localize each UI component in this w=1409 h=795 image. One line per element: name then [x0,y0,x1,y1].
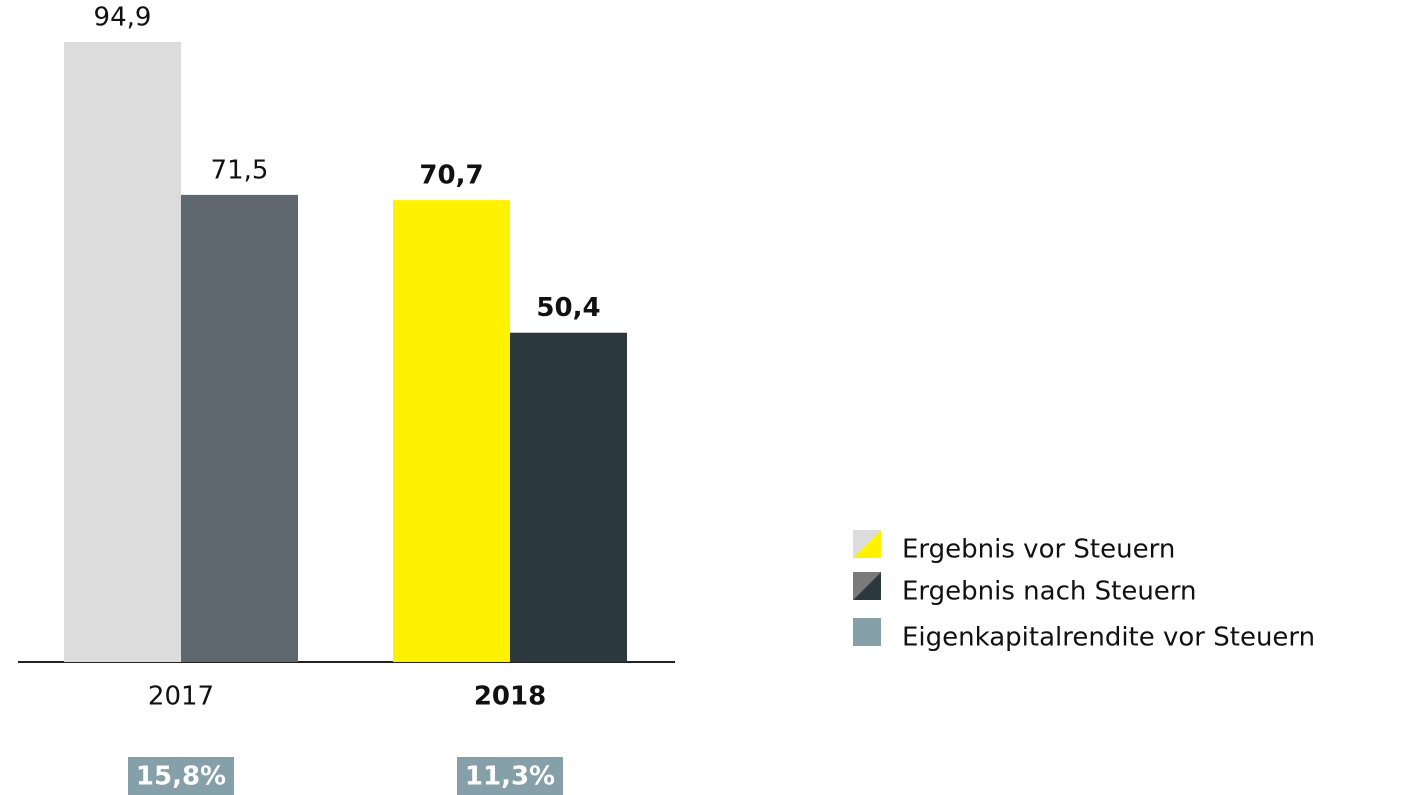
value-label: 50,4 [536,293,600,323]
legend-swatch [853,572,881,600]
legend-label: Eigenkapitalrendite vor Steuern [902,623,1315,653]
legend-swatch [853,530,881,558]
x-tick-label: 2018 [474,682,546,712]
legend-label: Ergebnis vor Steuern [902,535,1175,565]
kpi-label: 11,3% [465,762,555,792]
kpi-label: 15,8% [136,762,226,792]
bar [393,200,510,662]
bar [64,42,181,662]
value-label: 71,5 [211,155,269,185]
bar [510,332,627,662]
x-tick-label: 2017 [148,682,214,712]
value-label: 94,9 [94,3,152,33]
kpi-box [128,757,234,795]
kpi-box [457,757,563,795]
legend-swatch [853,618,881,646]
bar [181,194,298,662]
legend-label: Ergebnis nach Steuern [902,577,1197,607]
value-label: 70,7 [419,161,483,191]
